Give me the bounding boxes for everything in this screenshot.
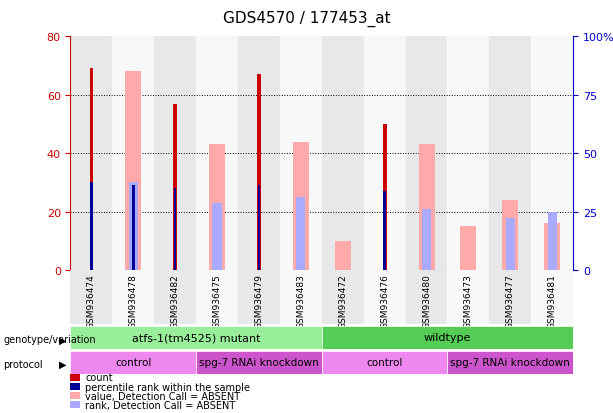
Bar	[173, 104, 177, 271]
Bar	[322, 326, 573, 349]
Bar	[238, 271, 280, 324]
Text: spg-7 RNAi knockdown: spg-7 RNAi knockdown	[199, 357, 319, 368]
Bar	[112, 37, 154, 271]
Text: GSM936477: GSM936477	[506, 273, 515, 328]
Bar	[213, 204, 222, 271]
Text: GSM936472: GSM936472	[338, 273, 348, 328]
Bar	[406, 37, 447, 271]
Text: ▶: ▶	[59, 335, 66, 344]
Text: GSM936478: GSM936478	[129, 273, 138, 328]
Bar	[447, 271, 489, 324]
Bar	[196, 271, 238, 324]
Bar	[322, 271, 364, 324]
Bar	[296, 197, 305, 271]
Text: ▶: ▶	[59, 359, 66, 369]
Bar	[447, 351, 573, 374]
Bar	[196, 351, 322, 374]
Text: count: count	[85, 373, 113, 382]
Bar	[364, 37, 406, 271]
Text: GSM936482: GSM936482	[170, 273, 180, 328]
Bar	[132, 186, 135, 271]
Text: GSM936483: GSM936483	[296, 273, 305, 328]
Bar	[544, 224, 560, 271]
Text: GSM936481: GSM936481	[547, 273, 557, 328]
Bar	[322, 37, 364, 271]
Text: GSM936479: GSM936479	[254, 273, 264, 328]
Bar	[257, 186, 261, 271]
Text: GSM936476: GSM936476	[380, 273, 389, 328]
Bar	[90, 183, 93, 271]
Text: percentile rank within the sample: percentile rank within the sample	[85, 382, 250, 392]
Text: wildtype: wildtype	[424, 332, 471, 343]
Bar	[280, 37, 322, 271]
Bar	[489, 271, 531, 324]
Text: value, Detection Call = ABSENT: value, Detection Call = ABSENT	[85, 391, 240, 401]
Text: control: control	[367, 357, 403, 368]
Bar	[174, 189, 177, 271]
Text: genotype/variation: genotype/variation	[3, 335, 96, 344]
Text: GSM936473: GSM936473	[464, 273, 473, 328]
Bar	[364, 271, 406, 324]
Bar	[154, 271, 196, 324]
Bar	[531, 271, 573, 324]
Text: GDS4570 / 177453_at: GDS4570 / 177453_at	[223, 10, 390, 26]
Bar	[238, 37, 280, 271]
Bar	[447, 37, 489, 271]
Bar	[196, 37, 238, 271]
Bar	[383, 125, 387, 271]
Bar	[257, 75, 261, 271]
Bar	[419, 145, 435, 271]
Text: rank, Detection Call = ABSENT: rank, Detection Call = ABSENT	[85, 400, 235, 410]
Bar	[70, 351, 196, 374]
Bar	[406, 271, 447, 324]
Text: protocol: protocol	[3, 359, 43, 369]
Bar	[129, 183, 138, 271]
Text: spg-7 RNAi knockdown: spg-7 RNAi knockdown	[451, 357, 570, 368]
Bar	[460, 227, 476, 271]
Text: atfs-1(tm4525) mutant: atfs-1(tm4525) mutant	[132, 332, 261, 343]
Bar	[335, 241, 351, 271]
Bar	[383, 192, 386, 271]
Bar	[70, 326, 322, 349]
Bar	[293, 142, 309, 271]
Text: GSM936480: GSM936480	[422, 273, 431, 328]
Bar	[280, 271, 322, 324]
Bar	[70, 271, 112, 324]
Bar	[70, 37, 112, 271]
Bar	[209, 145, 225, 271]
Bar	[322, 351, 447, 374]
Bar	[89, 69, 93, 271]
Bar	[126, 72, 141, 271]
Bar	[422, 209, 431, 271]
Bar	[547, 212, 557, 271]
Text: control: control	[115, 357, 151, 368]
Bar	[503, 201, 518, 271]
Text: GSM936474: GSM936474	[87, 273, 96, 328]
Bar	[112, 271, 154, 324]
Text: GSM936475: GSM936475	[213, 273, 222, 328]
Bar	[489, 37, 531, 271]
Bar	[531, 37, 573, 271]
Bar	[154, 37, 196, 271]
Bar	[506, 218, 515, 271]
